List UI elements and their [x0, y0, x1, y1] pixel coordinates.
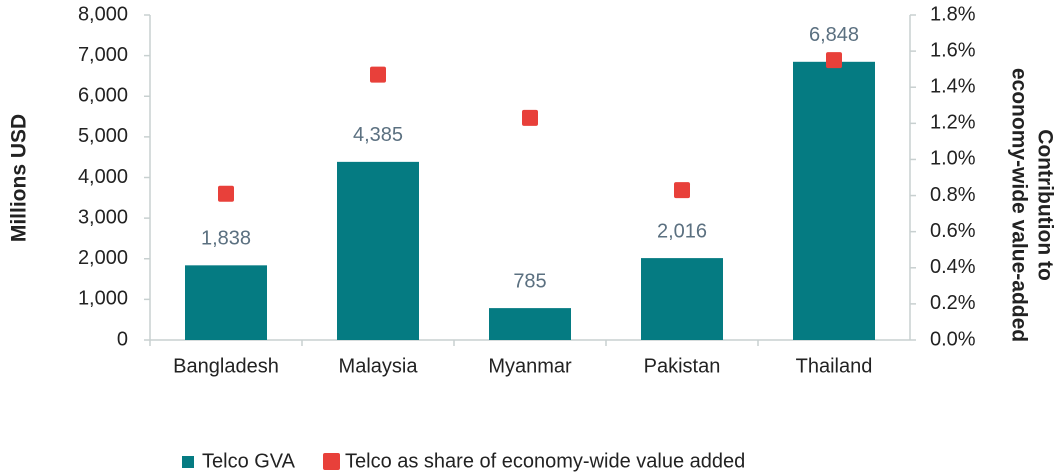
tick-label: 8,000: [78, 3, 128, 25]
tick-label: 0.0%: [930, 328, 976, 350]
tick-label: 3,000: [78, 206, 128, 228]
y2-axis-title: economy-wide value-added: [1007, 68, 1030, 342]
tick-label: 0.2%: [930, 292, 976, 314]
bar: [793, 61, 875, 341]
y2-axis-title: Contribution to: [1033, 129, 1056, 281]
tick-label: 0: [117, 328, 128, 350]
tick-label: 1.8%: [930, 3, 976, 25]
tick-label: 2,000: [78, 247, 128, 269]
tick-label: 7,000: [78, 44, 128, 66]
y-axis-title: Millions USD: [8, 114, 31, 242]
marker: [522, 109, 538, 126]
data-label: 4,385: [353, 124, 403, 146]
x-tick-label: Bangladesh: [173, 355, 279, 377]
tick-label: 1.6%: [930, 39, 976, 61]
tick-label: 5,000: [78, 125, 128, 147]
data-label: 2,016: [657, 220, 707, 242]
data-label: 6,848: [809, 24, 859, 46]
legend-swatch: [182, 456, 194, 468]
marker: [674, 182, 690, 199]
marker: [218, 185, 234, 202]
tick-label: 1.4%: [930, 76, 976, 98]
x-tick-label: Thailand: [796, 355, 873, 377]
tick-label: 4,000: [78, 166, 128, 188]
bar: [489, 308, 571, 340]
tick-label: 6,000: [78, 85, 128, 107]
bar: [641, 258, 723, 340]
tick-label: 0.6%: [930, 220, 976, 242]
legend-label: Telco as share of economy-wide value add…: [345, 450, 745, 472]
marker: [370, 66, 386, 83]
tick-label: 1.0%: [930, 148, 976, 170]
tick-label: 1.2%: [930, 112, 976, 134]
legend-label: Telco GVA: [202, 450, 296, 472]
x-tick-label: Pakistan: [644, 355, 721, 377]
x-tick-label: Malaysia: [339, 355, 419, 377]
marker: [826, 52, 842, 69]
tick-label: 0.4%: [930, 256, 976, 278]
x-tick-label: Myanmar: [488, 355, 572, 377]
data-label: 1,838: [201, 228, 251, 250]
data-label: 785: [513, 270, 546, 292]
tick-label: 0.8%: [930, 184, 976, 206]
legend-swatch: [323, 453, 340, 470]
bar: [337, 161, 419, 340]
bar: [185, 265, 267, 340]
tick-label: 1,000: [78, 288, 128, 310]
